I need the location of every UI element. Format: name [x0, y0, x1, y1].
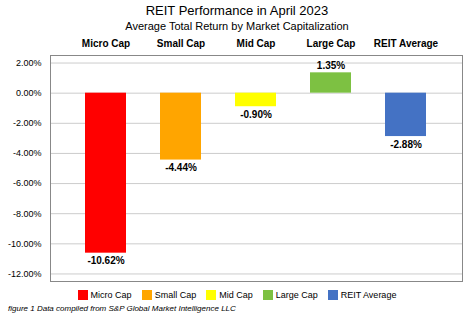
svg-text:-10.00%: -10.00%: [8, 239, 42, 249]
svg-text:-0.90%: -0.90%: [240, 109, 272, 120]
html-text:Small Cap: Small Cap: [154, 290, 197, 300]
html-text:Mid Cap: Mid Cap: [219, 290, 253, 300]
html-text:Micro Cap: Micro Cap: [90, 290, 132, 300]
svg-text:-8.00%: -8.00%: [13, 209, 42, 219]
svg-text:REIT Average: REIT Average: [374, 38, 439, 49]
html-text:Large Cap: Large Cap: [275, 290, 318, 300]
svg-text:Small Cap: Small Cap: [157, 38, 205, 49]
svg-text:0.00%: 0.00%: [16, 88, 42, 98]
html-text:Average Total Return by Market: Average Total Return by Market Capitaliz…: [125, 20, 349, 32]
svg-text:-6.00%: -6.00%: [13, 178, 42, 188]
svg-text:Micro Cap: Micro Cap: [82, 38, 130, 49]
html-text:REIT Average: REIT Average: [340, 290, 397, 300]
svg-text:2.00%: 2.00%: [16, 58, 42, 68]
svg-text:-12.00%: -12.00%: [8, 269, 42, 279]
html-text:figure 1 Data compiled from S&: figure 1 Data compiled from S&P Global M…: [8, 304, 236, 313]
svg-text:-4.44%: -4.44%: [165, 162, 197, 173]
svg-text:-4.00%: -4.00%: [13, 148, 42, 158]
svg-text:-10.62%: -10.62%: [87, 255, 124, 266]
svg-text:Mid Cap: Mid Cap: [237, 38, 276, 49]
svg-text:-2.88%: -2.88%: [390, 139, 422, 150]
svg-text:1.35%: 1.35%: [317, 60, 345, 71]
svg-text:-2.00%: -2.00%: [13, 118, 42, 128]
svg-text:Large Cap: Large Cap: [307, 38, 356, 49]
html-text:REIT Performance in April 2023: REIT Performance in April 2023: [145, 3, 329, 18]
